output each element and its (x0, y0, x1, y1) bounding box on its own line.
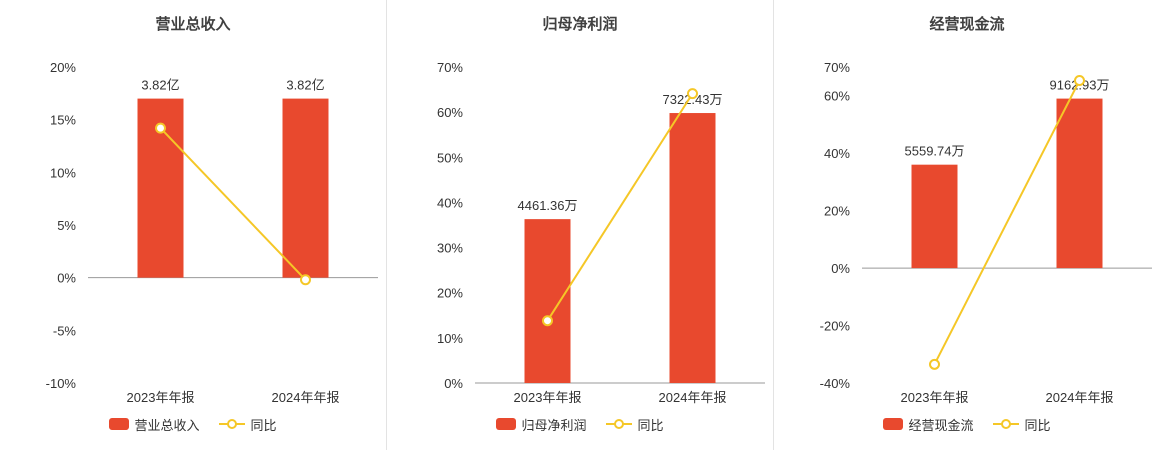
legend-item-line[interactable]: 同比 (992, 415, 1051, 434)
bar[interactable] (524, 219, 571, 383)
chart-title: 营业总收入 (155, 16, 231, 33)
y-tick-label: 15% (50, 113, 76, 128)
x-category-label: 2024年年报 (272, 390, 340, 405)
legend-line-label: 同比 (637, 417, 664, 433)
y-tick-label: 20% (824, 204, 850, 219)
legend-line-label: 同比 (250, 417, 277, 433)
legend-item-bar[interactable]: 营业总收入 (109, 415, 200, 434)
line-marker[interactable] (300, 274, 311, 286)
bar-value-label: 4461.36万 (518, 198, 578, 213)
bar[interactable] (669, 113, 716, 383)
y-tick-label: 0% (57, 271, 76, 286)
line-swatch-icon (605, 419, 632, 429)
x-category-label: 2023年年报 (514, 390, 582, 405)
legend-bar-label: 营业总收入 (134, 417, 200, 433)
y-tick-label: 70% (824, 60, 850, 75)
legend-item-line[interactable]: 同比 (605, 415, 664, 434)
y-tick-label: 5% (57, 218, 76, 233)
bar[interactable] (911, 164, 958, 269)
y-tick-label: 60% (437, 105, 463, 120)
chart-panel-revenue: 营业总收入 20% 15% 10% 5% 0% -5% -10% 3.82亿 3.82亿 2023… (0, 0, 386, 450)
chart-panel-operating-cash-flow: 经营现金流 70%60%40%20%0%-20%-40%5559.74万9162… (773, 0, 1160, 450)
trend-line (933, 80, 1081, 365)
y-tick-label: 60% (824, 89, 850, 104)
y-tick-label: 50% (437, 150, 463, 165)
line-swatch-icon (218, 419, 245, 429)
y-tick-label: 30% (437, 241, 463, 256)
legend-bar-label: 归母净利润 (521, 417, 587, 433)
y-tick-label: -40% (820, 376, 851, 391)
trend-line (546, 93, 694, 322)
y-tick-label: 10% (50, 165, 76, 180)
chart-legend: 经营现金流 同比 (774, 411, 1160, 437)
line-marker[interactable] (929, 358, 940, 370)
y-tick-label: 70% (437, 60, 463, 75)
y-tick-label: 0% (831, 261, 850, 276)
x-category-label: 2024年年报 (659, 390, 727, 405)
line-marker[interactable] (1074, 75, 1085, 87)
chart-title: 经营现金流 (929, 16, 1005, 33)
bar-swatch-icon (496, 418, 517, 430)
y-tick-label: 10% (437, 331, 463, 346)
x-category-label: 2023年年报 (901, 390, 969, 405)
trend-line (159, 127, 307, 281)
chart-title: 归母净利润 (542, 16, 618, 33)
x-category-label: 2024年年报 (1046, 390, 1114, 405)
bar[interactable] (282, 98, 329, 278)
legend-item-bar[interactable]: 归母净利润 (496, 415, 587, 434)
y-tick-label: -10% (46, 376, 77, 391)
y-tick-label: 40% (824, 146, 850, 161)
line-marker[interactable] (155, 122, 166, 134)
chart-plot: 20% 15% 10% 5% 0% -5% -10% 3.82亿 3.82亿 2023年年报 202… (46, 60, 378, 405)
legend-item-line[interactable]: 同比 (218, 415, 277, 434)
line-marker[interactable] (542, 315, 553, 327)
bar-value-label: 3.82亿 (286, 78, 324, 93)
y-tick-label: -20% (820, 319, 851, 334)
bar-value-label: 7322.43万 (663, 92, 723, 107)
line-marker[interactable] (687, 88, 698, 100)
bar-swatch-icon (109, 418, 130, 430)
x-category-label: 2023年年报 (127, 390, 195, 405)
bar-value-label: 5559.74万 (905, 144, 965, 159)
chart-legend: 营业总收入 同比 (0, 411, 386, 437)
bar[interactable] (1056, 98, 1103, 269)
bar-swatch-icon (883, 418, 904, 430)
legend-line-label: 同比 (1024, 417, 1051, 433)
y-tick-label: 40% (437, 195, 463, 210)
chart-legend: 归母净利润 同比 (387, 411, 773, 437)
y-tick-label: 20% (437, 286, 463, 301)
legend-bar-label: 经营现金流 (908, 417, 974, 433)
chart-plot: 70%60%40%20%0%-20%-40%5559.74万9162.93万20… (820, 60, 1152, 405)
chart-panel-net-profit: 归母净利润 70% 60% 50% 40% 30% 20% 10% 0% 4461.36万 732… (386, 0, 773, 450)
legend-item-bar[interactable]: 经营现金流 (883, 415, 974, 434)
y-tick-label: 20% (50, 60, 76, 75)
y-tick-label: 0% (444, 376, 463, 391)
y-tick-label: -5% (53, 323, 77, 338)
line-swatch-icon (992, 419, 1019, 429)
chart-plot: 70% 60% 50% 40% 30% 20% 10% 0% 4461.36万 7322.43万 2… (437, 60, 765, 405)
bar-value-label: 3.82亿 (141, 78, 179, 93)
